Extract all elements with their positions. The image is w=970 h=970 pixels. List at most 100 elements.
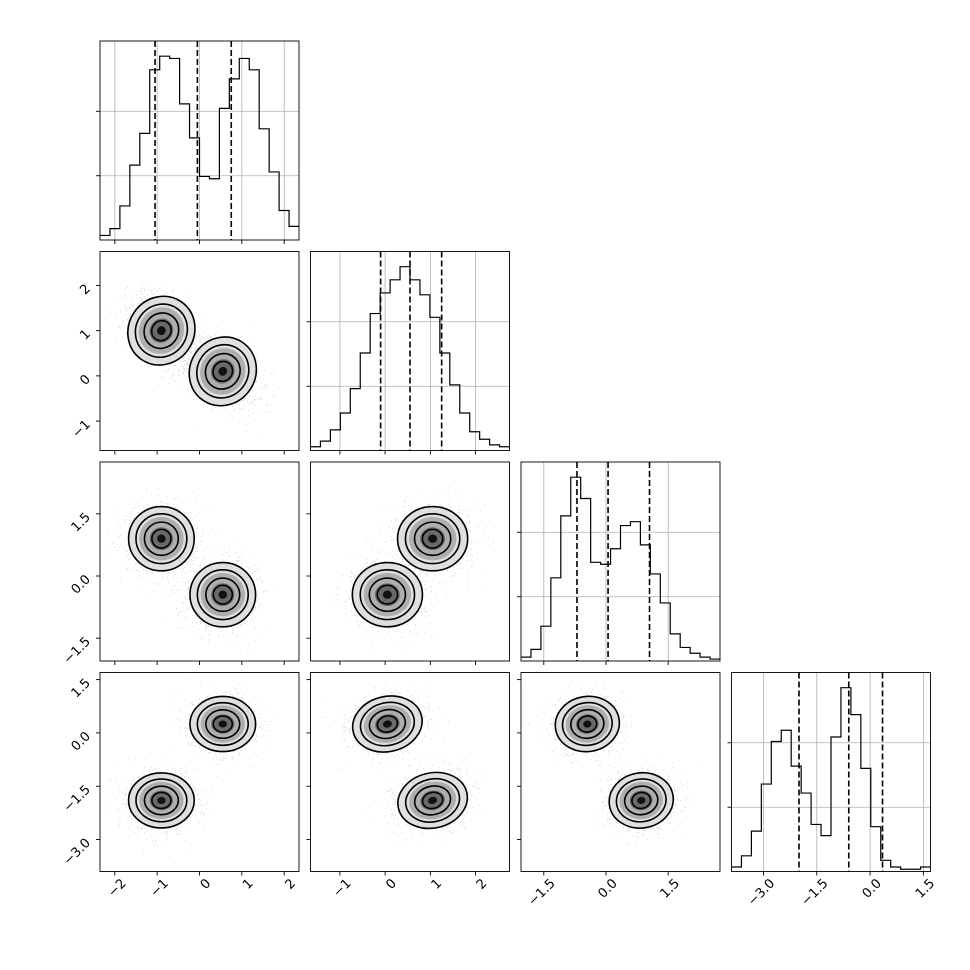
density-peak — [428, 534, 438, 543]
y-tick-label: 0.0 — [69, 729, 94, 754]
y-tick-label: −1 — [70, 417, 94, 441]
contour-line — [404, 513, 461, 565]
contour-line — [397, 771, 469, 830]
hist-panel — [517, 461, 721, 665]
panel-frame — [99, 461, 300, 662]
contour-line — [188, 336, 258, 407]
x-tick-label: 1.5 — [658, 876, 683, 901]
contour-line — [376, 584, 399, 605]
contour-line — [212, 715, 234, 733]
density-peak — [218, 720, 228, 728]
density-peak — [382, 590, 392, 599]
contour-line — [196, 568, 249, 621]
contour-line — [421, 791, 444, 810]
hist-panel — [96, 40, 300, 244]
x-tick-label: −1 — [148, 876, 172, 900]
contour-line — [196, 701, 249, 747]
contour-line — [368, 708, 407, 740]
y-tick-label: −3.0 — [61, 836, 94, 869]
x-tick-label: −3.0 — [745, 876, 778, 909]
contour-line — [189, 561, 257, 628]
scatter-panel: −1 0 1 2 — [306, 672, 510, 900]
x-tick-label: −1.5 — [799, 876, 832, 909]
panel-frame — [310, 461, 510, 662]
density-peak — [218, 590, 228, 599]
y-tick-label: 0 — [77, 372, 93, 388]
contour-line — [570, 708, 605, 740]
contour-line — [150, 319, 172, 342]
contour-line — [351, 695, 423, 753]
density-peak — [218, 366, 228, 376]
contour-line — [151, 528, 172, 549]
contour-line — [404, 777, 461, 823]
contour-line — [413, 785, 452, 816]
contour-line — [577, 715, 598, 733]
contour-line — [413, 521, 452, 557]
y-tick-label: −1.5 — [61, 782, 94, 815]
contour-line — [127, 505, 196, 572]
y-tick-label: 1.5 — [69, 510, 94, 535]
panel-frame — [310, 672, 510, 872]
x-tick-label: 2 — [282, 876, 298, 892]
contour-line — [127, 772, 196, 829]
contour-line — [143, 521, 180, 557]
contour-line — [615, 778, 667, 823]
contour-line — [205, 577, 241, 613]
y-tick-label: 0.0 — [69, 572, 94, 597]
x-tick-label: −1 — [330, 876, 354, 900]
hist-panel: −3.0 −1.5 0.0 1.5 — [727, 672, 938, 909]
x-tick-label: 0.0 — [595, 876, 620, 901]
hist-panel — [306, 251, 510, 455]
x-tick-label: 0.0 — [860, 876, 885, 901]
contour-line — [151, 791, 172, 810]
contour-line — [608, 771, 675, 829]
scatter-panel: −1 0 1 2 — [70, 251, 300, 455]
contour-line — [212, 360, 234, 383]
density-peak — [583, 720, 592, 728]
panel-frame — [520, 672, 721, 872]
x-tick-label: 2 — [474, 876, 490, 892]
panel-frame — [99, 672, 300, 872]
scatter-panel — [306, 461, 510, 665]
contour-line — [359, 568, 416, 621]
x-tick-label: −1.5 — [526, 876, 559, 909]
contour-line — [421, 528, 444, 549]
contour-line — [127, 295, 196, 366]
contour-line — [359, 701, 416, 747]
density-peak — [382, 720, 392, 728]
contour-line — [631, 791, 652, 810]
scatter-points — [528, 680, 698, 845]
contour-line — [204, 352, 241, 390]
contour-line — [623, 785, 659, 816]
hist-step — [310, 266, 510, 448]
hist-step — [731, 687, 931, 870]
panel-frame — [731, 672, 931, 872]
x-tick-label: 0 — [198, 876, 214, 892]
density-peak — [157, 796, 166, 804]
contour-line — [205, 709, 241, 740]
scatter-panel: −1.5 0.0 1.5 — [517, 672, 721, 909]
hist-step — [521, 476, 720, 660]
hist-step — [100, 55, 299, 237]
contour-line — [368, 577, 407, 613]
contour-line — [376, 715, 399, 733]
contour-line — [135, 778, 188, 823]
contour-line — [189, 695, 257, 753]
contour-line — [212, 584, 234, 605]
contour-line — [143, 312, 180, 350]
x-tick-label: 1 — [240, 876, 256, 892]
x-tick-label: −2 — [105, 876, 129, 900]
contour-line — [196, 343, 250, 399]
scatter-panel: −2 −1 0 1 2 −3.0 −1.5 0.0 1.5 — [61, 672, 300, 900]
y-tick-label: −1.5 — [61, 634, 94, 667]
density-peak — [637, 796, 646, 804]
scatter-panel: −1.5 0.0 1.5 — [61, 461, 300, 667]
panel-frame — [310, 251, 510, 451]
x-tick-label: 1 — [429, 876, 445, 892]
density-peak — [428, 796, 438, 805]
y-tick-label: 1.5 — [69, 676, 94, 701]
panel-frame — [520, 461, 721, 662]
contour-line — [561, 701, 613, 747]
y-tick-label: 2 — [77, 282, 93, 298]
